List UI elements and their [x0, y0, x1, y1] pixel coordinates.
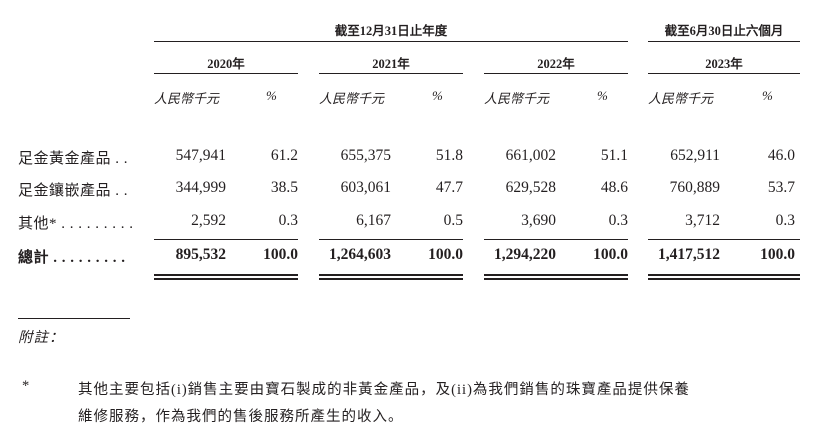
total-2022-pct: 100.0: [593, 246, 628, 263]
year-header-2020: 2020年: [207, 57, 245, 71]
year-rule-2023: [648, 73, 800, 74]
half-year-group-header: 截至6月30日止六個月: [664, 24, 784, 38]
footnote-marker: *: [22, 378, 31, 394]
subtotal-rule-2022: [484, 239, 628, 240]
cell-2021-amount: 603,061: [340, 179, 391, 196]
cell-2023-amount: 652,911: [670, 147, 720, 164]
subtotal-rule-2023: [648, 239, 800, 240]
cell-2021-amount: 6,167: [356, 212, 391, 229]
row-label: 足金鑲嵌產品 . .: [18, 183, 129, 199]
cell-2022-amount: 3,690: [521, 212, 556, 229]
notes-title: 附註：: [18, 330, 65, 346]
row-label: 其他* . . . . . . . . .: [18, 216, 134, 232]
year-header-2022: 2022年: [537, 57, 575, 71]
unit-header-2020: 人民幣千元: [154, 91, 220, 106]
total-double-rule-2023: [648, 274, 800, 280]
pct-header-2021: %: [432, 88, 443, 103]
pct-header-2023: %: [762, 88, 773, 103]
cell-2023-amount: 760,889: [669, 179, 720, 196]
pct-header-2022: %: [597, 88, 608, 103]
row-label: 足金黃金產品 . .: [18, 151, 129, 167]
total-2020-amount: 895,532: [175, 246, 226, 263]
cell-2022-amount: 661,002: [505, 147, 556, 164]
year-header-2023: 2023年: [705, 57, 743, 71]
total-2021-pct: 100.0: [428, 246, 463, 263]
cell-2022-pct: 51.1: [600, 147, 628, 164]
fiscal-year-group-header: 截至12月31日止年度: [334, 24, 448, 38]
cell-2021-pct: 51.8: [435, 147, 463, 164]
pct-header-2020: %: [266, 88, 277, 103]
subtotal-rule-2020: [154, 239, 298, 240]
cell-2020-amount: 344,999: [175, 179, 226, 196]
cell-2022-pct: 0.3: [608, 212, 628, 229]
cell-2021-pct: 47.7: [435, 179, 463, 196]
unit-header-2023: 人民幣千元: [648, 91, 714, 106]
year-rule-2022: [484, 73, 628, 74]
cell-2020-amount: 547,941: [175, 147, 226, 164]
cell-2023-pct: 46.0: [767, 147, 795, 164]
unit-header-2021: 人民幣千元: [319, 91, 385, 106]
total-2021-amount: 1,264,603: [329, 246, 391, 263]
total-double-rule-2020: [154, 274, 298, 280]
year-rule-2020: [154, 73, 298, 74]
cell-2022-pct: 48.6: [600, 179, 628, 196]
cell-2020-pct: 61.2: [270, 147, 298, 164]
cell-2023-amount: 3,712: [685, 212, 720, 229]
fiscal-year-group-rule: [154, 41, 628, 42]
unit-header-2022: 人民幣千元: [484, 91, 550, 106]
total-double-rule-2022: [484, 274, 628, 280]
cell-2020-amount: 2,592: [191, 212, 226, 229]
notes-separator: [18, 318, 130, 319]
total-2023-amount: 1,417,512: [658, 246, 720, 263]
cell-2021-pct: 0.5: [443, 212, 463, 229]
cell-2023-pct: 53.7: [767, 179, 795, 196]
year-rule-2021: [319, 73, 463, 74]
total-2020-pct: 100.0: [263, 246, 298, 263]
footnote-text-line1: 其他主要包括(i)銷售主要由寶石製成的非黃金產品，及(ii)為我們銷售的珠寶產品…: [78, 382, 690, 398]
cell-2022-amount: 629,528: [505, 179, 556, 196]
total-2022-amount: 1,294,220: [494, 246, 556, 263]
year-header-2021: 2021年: [372, 57, 410, 71]
footnote-text-line2: 維修服務，作為我們的售後服務所產生的收入。: [78, 409, 404, 425]
total-double-rule-2021: [319, 274, 463, 280]
total-2023-pct: 100.0: [760, 246, 795, 263]
subtotal-rule-2021: [319, 239, 463, 240]
cell-2020-pct: 38.5: [270, 179, 298, 196]
total-label: 總計 . . . . . . . . .: [18, 250, 126, 266]
cell-2020-pct: 0.3: [278, 212, 298, 229]
cell-2023-pct: 0.3: [775, 212, 795, 229]
cell-2021-amount: 655,375: [340, 147, 391, 164]
half-year-group-rule: [648, 41, 800, 42]
